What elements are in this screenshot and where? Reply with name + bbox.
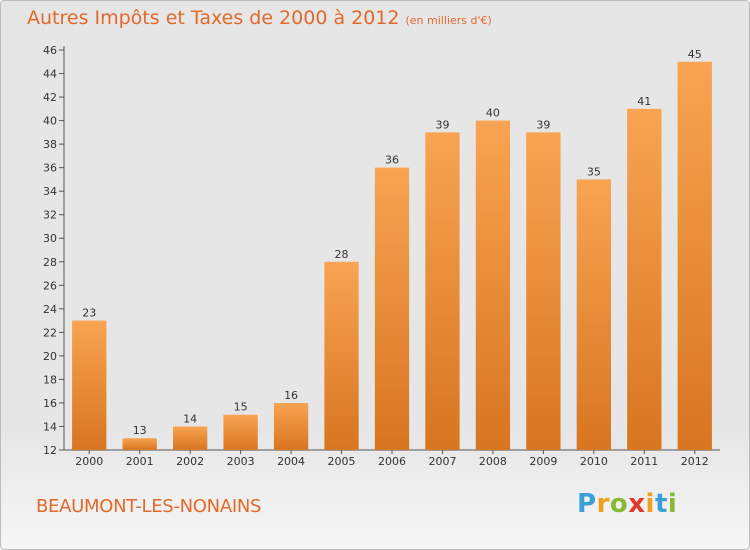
data-label: 13: [133, 424, 147, 437]
x-tick-label: 2002: [176, 455, 204, 468]
data-label: 39: [435, 118, 449, 131]
bar-2000: [72, 320, 107, 450]
x-tick-label: 2005: [328, 455, 356, 468]
bar-2007: [425, 132, 460, 450]
data-label: 36: [385, 154, 399, 167]
proxiti-logo[interactable]: Proxiti: [577, 489, 677, 519]
data-label: 23: [82, 307, 96, 320]
logo-letter: x: [628, 489, 646, 519]
data-label: 16: [284, 389, 298, 402]
chart-title-unit: (en milliers d'€): [405, 14, 492, 27]
data-label: 14: [183, 412, 197, 425]
y-tick-label: 24: [43, 303, 57, 316]
y-tick-label: 44: [43, 68, 57, 81]
bar-2005: [324, 261, 359, 450]
x-tick-label: 2007: [428, 455, 456, 468]
x-tick-label: 2009: [529, 455, 557, 468]
axes: 12 14 16 18 20 22 24 26 28 30 32 34 36 38 40 42 44 46 2000…: [43, 44, 720, 468]
commune-name: BEAUMONT-LES-NONAINS: [36, 496, 262, 517]
y-tick-label: 12: [43, 444, 57, 457]
y-tick-label: 46: [43, 44, 57, 57]
data-label: 35: [587, 165, 601, 178]
bar-2008: [475, 120, 511, 451]
logo-letter: P: [577, 489, 597, 519]
y-tick-label: 34: [43, 185, 57, 198]
data-label: 15: [234, 401, 248, 414]
bar-2002: [172, 426, 208, 450]
chart-title-main: Autres Impôts et Taxes de 2000 à 2012: [27, 7, 400, 29]
x-tick-label: 2004: [277, 455, 305, 468]
bars: [72, 61, 712, 451]
y-tick-label: 14: [43, 420, 57, 433]
logo-letter: t: [654, 489, 668, 519]
logo-letter: o: [609, 489, 629, 519]
logo-letter: i: [645, 489, 655, 519]
y-tick-label: 40: [43, 115, 57, 128]
data-label: 45: [688, 48, 702, 61]
x-tick-label: 2003: [227, 455, 255, 468]
x-tick-label: 2001: [126, 455, 154, 468]
x-tick-label: 2000: [75, 455, 103, 468]
y-tick-label: 32: [43, 209, 57, 222]
bar-2004: [273, 402, 309, 450]
y-tick-label: 42: [43, 91, 57, 104]
bar-2010: [576, 179, 612, 451]
logo-letter: r: [596, 489, 610, 519]
data-label: 41: [637, 95, 651, 108]
y-tick-label: 22: [43, 326, 57, 339]
y-tick-label: 20: [43, 350, 57, 363]
data-label: 28: [335, 248, 349, 261]
bar-2012: [677, 61, 712, 450]
y-tick-label: 38: [43, 138, 57, 151]
bar-2006: [374, 167, 410, 450]
x-tick-label: 2011: [630, 455, 658, 468]
x-tick-label: 2012: [681, 455, 709, 468]
x-tick-label: 2006: [378, 455, 406, 468]
x-tick-label: 2008: [479, 455, 507, 468]
y-tick-label: 18: [43, 373, 57, 386]
y-tick-label: 28: [43, 256, 57, 269]
bar-2011: [627, 108, 662, 450]
y-tick-label: 30: [43, 232, 57, 245]
x-tick-label: 2010: [580, 455, 608, 468]
bar-2001: [122, 438, 157, 450]
y-tick-label: 36: [43, 162, 57, 175]
bar-2003: [223, 414, 258, 450]
data-label: 39: [536, 118, 550, 131]
y-tick-label: 26: [43, 279, 57, 292]
y-tick-label: 16: [43, 397, 57, 410]
data-label: 40: [486, 107, 500, 120]
bar-2009: [526, 132, 561, 450]
logo-letter: i: [667, 489, 678, 519]
chart-title: Autres Impôts et Taxes de 2000 à 2012 (en…: [27, 7, 492, 29]
data-labels: 23 13 14 15 16 28 36 39 40 39 35 41 45: [82, 48, 702, 437]
